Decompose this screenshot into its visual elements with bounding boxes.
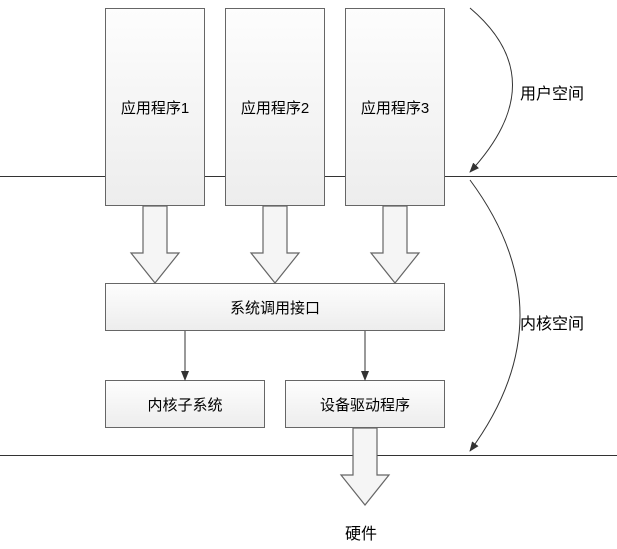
block-arrow bbox=[131, 206, 179, 283]
box-app3: 应用程序3 bbox=[345, 8, 445, 206]
box-kernel-subsystem-label: 内核子系统 bbox=[147, 394, 222, 415]
box-app2-label: 应用程序2 bbox=[241, 97, 309, 118]
divider-kernel-hw bbox=[0, 455, 617, 456]
label-hardware: 硬件 bbox=[345, 520, 377, 544]
box-syscall-label: 系统调用接口 bbox=[230, 297, 320, 318]
label-kernel-space: 内核空间 bbox=[520, 310, 584, 334]
block-arrow bbox=[251, 206, 299, 283]
box-syscall: 系统调用接口 bbox=[105, 283, 445, 331]
box-kernel-subsystem: 内核子系统 bbox=[105, 380, 265, 428]
box-app1: 应用程序1 bbox=[105, 8, 205, 206]
architecture-diagram: 应用程序1 应用程序2 应用程序3 系统调用接口 内核子系统 设备驱动程序 用户… bbox=[0, 0, 617, 549]
box-app3-label: 应用程序3 bbox=[361, 97, 429, 118]
block-arrow bbox=[371, 206, 419, 283]
label-user-space: 用户空间 bbox=[520, 80, 584, 104]
block-arrow bbox=[341, 428, 389, 505]
box-device-driver: 设备驱动程序 bbox=[285, 380, 445, 428]
box-device-driver-label: 设备驱动程序 bbox=[320, 394, 410, 415]
curve-arrow bbox=[470, 8, 513, 172]
curve-arrow bbox=[470, 180, 520, 451]
box-app1-label: 应用程序1 bbox=[121, 97, 189, 118]
box-app2: 应用程序2 bbox=[225, 8, 325, 206]
